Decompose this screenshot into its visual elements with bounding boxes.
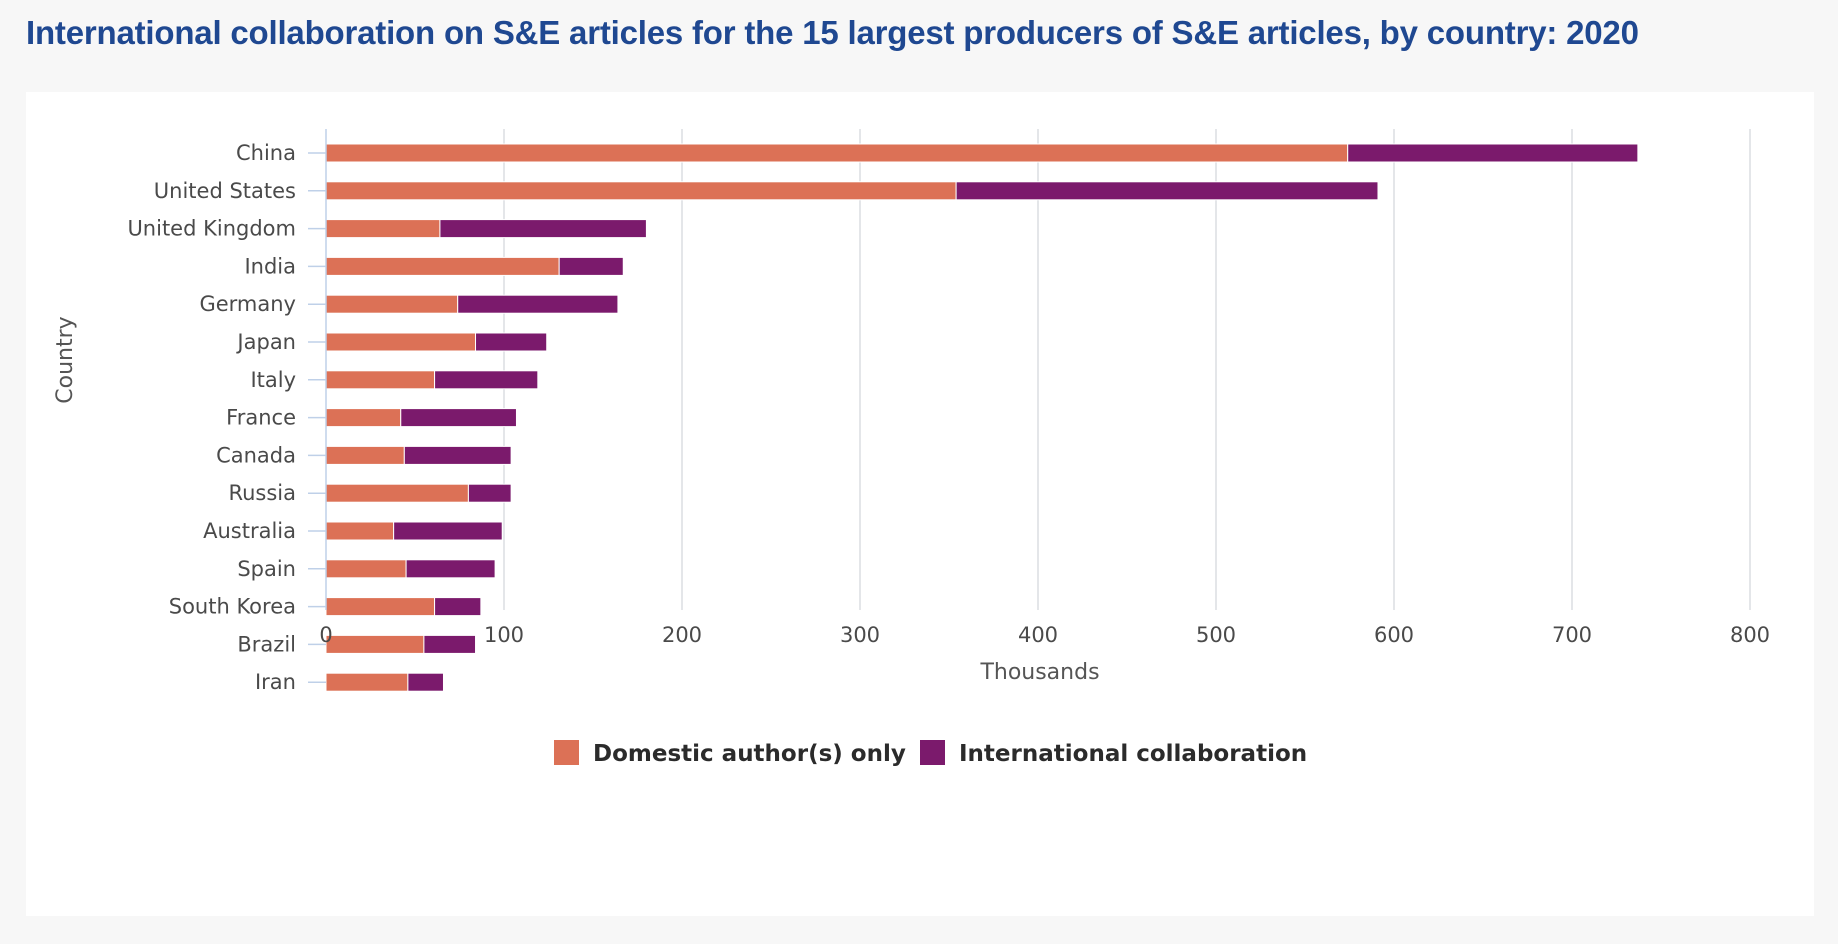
bar-domestic-france[interactable] bbox=[325, 408, 402, 428]
bar-domestic-russia[interactable] bbox=[325, 483, 469, 503]
y-tick-label: Spain bbox=[237, 557, 296, 581]
bar-international-italy[interactable] bbox=[434, 370, 539, 390]
legend-swatch bbox=[554, 740, 579, 765]
legend-item-international[interactable]: International collaboration bbox=[920, 740, 1307, 767]
bar-international-india[interactable] bbox=[558, 256, 624, 276]
y-tick-label: France bbox=[226, 406, 296, 430]
bar-international-united-states[interactable] bbox=[955, 181, 1379, 201]
chart-card: China United States United Kingdom India Ger… bbox=[26, 92, 1814, 916]
x-tick-label: 0 bbox=[319, 623, 332, 647]
bar-domestic-brazil[interactable] bbox=[325, 634, 425, 654]
bars bbox=[325, 143, 1639, 692]
bar-international-spain[interactable] bbox=[405, 559, 496, 579]
y-tick-label: Brazil bbox=[237, 632, 296, 656]
bar-international-japan[interactable] bbox=[475, 332, 548, 352]
y-axis: China United States United Kingdom India Ger… bbox=[127, 129, 327, 694]
y-tick-label: United States bbox=[154, 179, 296, 203]
y-axis-title: Country bbox=[53, 316, 78, 403]
x-tick-label: 600 bbox=[1374, 623, 1414, 647]
bar-domestic-australia[interactable] bbox=[325, 521, 395, 541]
bar-domestic-south-korea[interactable] bbox=[325, 597, 436, 617]
bar-international-china[interactable] bbox=[1347, 143, 1639, 163]
bar-domestic-canada[interactable] bbox=[325, 445, 405, 465]
bar-domestic-india[interactable] bbox=[325, 256, 560, 276]
bar-domestic-china[interactable] bbox=[325, 143, 1349, 163]
bar-international-germany[interactable] bbox=[457, 294, 619, 314]
x-tick-label: 800 bbox=[1730, 623, 1770, 647]
bar-international-france[interactable] bbox=[400, 408, 517, 428]
x-tick-label: 500 bbox=[1196, 623, 1236, 647]
legend-label: International collaboration bbox=[959, 741, 1307, 767]
bar-international-united-kingdom[interactable] bbox=[439, 219, 647, 239]
x-axis: 0 100 200 300 400 500 600 700 800 bbox=[319, 623, 1770, 647]
page-title: International collaboration on S&E artic… bbox=[26, 14, 1639, 51]
bar-domestic-united-states[interactable] bbox=[325, 181, 957, 201]
bar-domestic-spain[interactable] bbox=[325, 559, 407, 579]
stacked-bar-chart: China United States United Kingdom India Ger… bbox=[53, 129, 1770, 767]
y-tick-label: India bbox=[244, 254, 296, 278]
y-tick-label: Canada bbox=[216, 443, 296, 467]
legend-swatch bbox=[920, 740, 945, 765]
y-tick-label: Italy bbox=[250, 368, 296, 392]
x-tick-label: 700 bbox=[1552, 623, 1592, 647]
bar-international-brazil[interactable] bbox=[423, 634, 477, 654]
bar-international-australia[interactable] bbox=[393, 521, 503, 541]
x-tick-label: 300 bbox=[840, 623, 880, 647]
bar-international-russia[interactable] bbox=[467, 483, 512, 503]
x-axis-title: Thousands bbox=[979, 660, 1099, 685]
y-tick-label: Japan bbox=[235, 330, 296, 354]
y-tick-label: Germany bbox=[199, 292, 296, 316]
bar-international-south-korea[interactable] bbox=[434, 597, 482, 617]
y-tick-label: Australia bbox=[203, 519, 296, 543]
y-tick-label: Iran bbox=[255, 670, 296, 694]
gridlines bbox=[503, 129, 1751, 610]
legend-item-domestic[interactable]: Domestic author(s) only bbox=[554, 740, 906, 767]
legend: Domestic author(s) only International col… bbox=[554, 740, 1307, 767]
bar-international-canada[interactable] bbox=[403, 445, 512, 465]
x-tick-label: 100 bbox=[484, 623, 524, 647]
y-tick-label: South Korea bbox=[169, 595, 296, 619]
x-tick-label: 400 bbox=[1018, 623, 1058, 647]
bar-domestic-germany[interactable] bbox=[325, 294, 459, 314]
bar-domestic-italy[interactable] bbox=[325, 370, 436, 390]
legend-label: Domestic author(s) only bbox=[593, 741, 906, 767]
y-tick-label: Russia bbox=[228, 481, 296, 505]
y-tick-label: United Kingdom bbox=[127, 217, 296, 241]
bar-domestic-united-kingdom[interactable] bbox=[325, 219, 441, 239]
y-tick-label: China bbox=[236, 141, 296, 165]
x-tick-label: 200 bbox=[662, 623, 702, 647]
bar-international-iran[interactable] bbox=[407, 672, 444, 692]
bar-domestic-japan[interactable] bbox=[325, 332, 477, 352]
bar-domestic-iran[interactable] bbox=[325, 672, 409, 692]
